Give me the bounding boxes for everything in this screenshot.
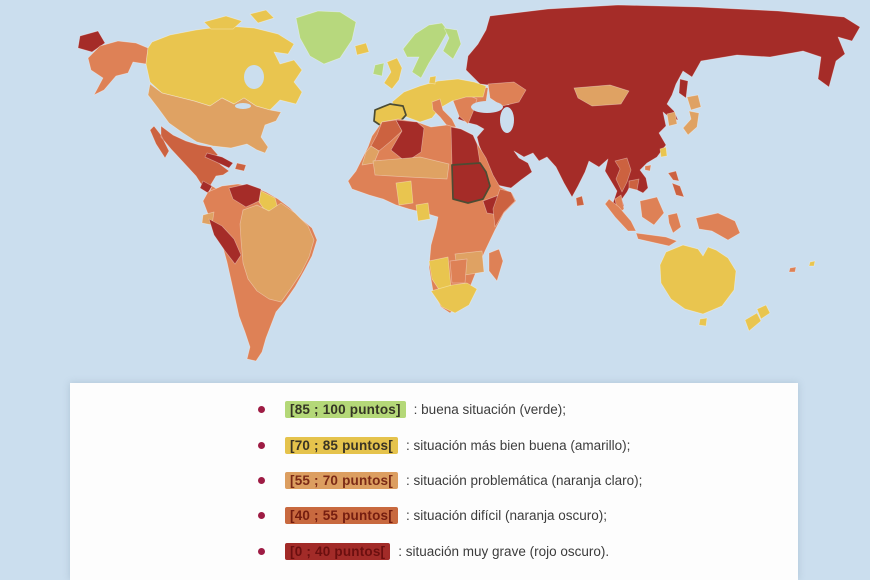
great-lakes [235,103,251,109]
region-morocco [370,119,403,152]
legend-description: : situación muy grave (rojo oscuro). [398,543,610,559]
legend-description: : situación más bien buena (amarillo); [405,437,631,453]
legend-bullet-icon [258,547,265,555]
legend-item-1: [70 ; 85 puntos[ : situación más bien bue… [70,427,798,462]
region-venezuela [228,183,262,208]
hudson-bay [244,65,264,89]
region-iceland [354,42,370,56]
region-madagascar [488,248,504,282]
region-south-africa [430,282,478,314]
legend-item-4: [0 ; 40 puntos[ : situación muy grave (ro… [70,534,798,569]
region-uk [383,57,403,90]
region-mongolia [573,84,630,107]
region-philippines [667,170,685,198]
legend-bullet-icon [258,476,265,484]
region-greenland [295,10,357,65]
legend-range-label: [0 ; 40 puntos[ [285,542,391,560]
region-sudan [451,162,491,204]
region-somalia [492,188,516,228]
region-peru [208,218,242,265]
region-ireland [372,62,385,77]
region-algeria [390,119,425,163]
region-australia [659,244,737,315]
region-tasmania [698,317,708,327]
region-brazil [239,202,315,303]
region-west-africa-yellow [395,180,414,206]
region-sahel [372,156,450,180]
legend-description: : buena situación (verde); [413,402,567,418]
region-fiji [808,260,816,267]
legend-range-label: [70 ; 85 puntos[ [285,436,398,454]
region-russia-asia [457,4,861,215]
region-denmark [428,75,437,85]
black-sea [471,101,503,113]
legend-range-label: [85 ; 100 puntos] [285,401,406,419]
region-ghana [415,202,431,222]
region-sakhalin [678,78,689,99]
legend-item-0: [85 ; 100 puntos] : buena situación (verd… [70,392,798,427]
legend-item-3: [40 ; 55 puntos[ : situación difícil (nar… [70,498,798,533]
region-western-sahara [361,145,380,166]
region-taiwan [659,146,668,158]
region-alaska [87,40,149,96]
region-hispaniola [234,162,247,172]
region-mexico [149,125,230,188]
region-canada-islands [203,9,275,30]
legend-bullet-icon [258,406,265,414]
region-scandinavia [402,22,449,79]
region-new-guinea [695,212,741,241]
region-indonesia [604,196,682,247]
region-japan [682,94,702,136]
region-south-korea [666,111,678,127]
legend-bullet-icon [258,512,265,520]
region-cuba [204,152,234,169]
legend-item-2: [55 ; 70 puntos[ : situación problemática… [70,463,798,498]
world-map [77,4,861,362]
caspian-sea [500,107,514,133]
legend-panel: [85 ; 100 puntos] : buena situación (verd… [70,383,798,580]
region-thailand [614,157,632,193]
region-usa [147,83,282,154]
baltic-sea [443,59,451,77]
region-cambodia [628,178,640,191]
region-botswana [449,258,468,284]
region-new-zealand [744,304,771,332]
legend-range-label: [40 ; 55 puntos[ [285,507,398,525]
region-hainan [644,164,652,172]
region-ukraine [487,81,527,107]
region-finland [442,27,462,60]
legend-range-label: [55 ; 70 puntos[ [285,471,398,489]
legend-description: : situación problemática (naranja claro)… [405,472,643,488]
region-new-caledonia [788,266,797,273]
legend-description: : situación difícil (naranja oscuro); [405,508,608,524]
region-sri-lanka [575,195,585,207]
legend-bullet-icon [258,441,265,449]
